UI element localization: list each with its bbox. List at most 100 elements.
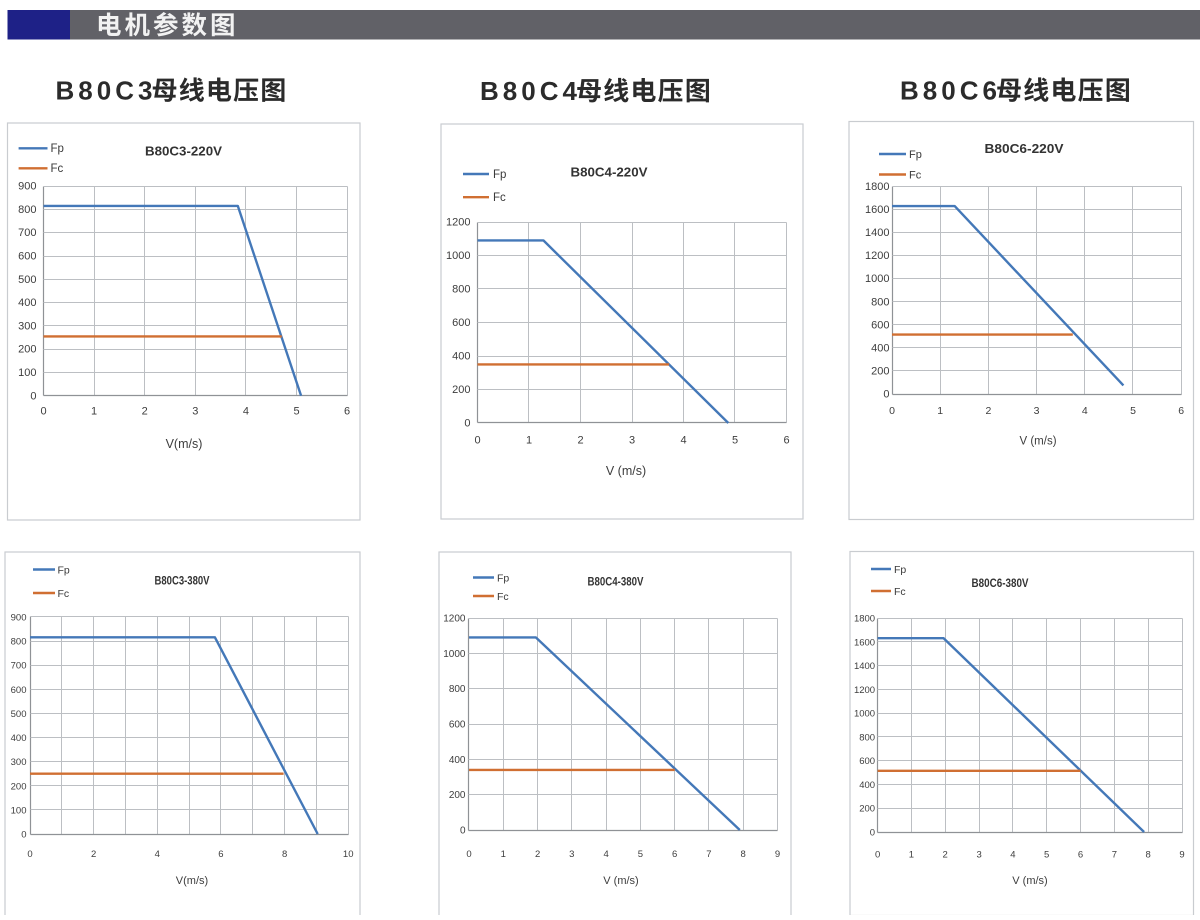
svg-text:V(m/s): V(m/s) [166, 437, 203, 451]
svg-text:1600: 1600 [865, 204, 889, 216]
svg-text:1000: 1000 [865, 273, 889, 285]
svg-text:V (m/s): V (m/s) [1019, 436, 1056, 448]
svg-text:600: 600 [11, 685, 27, 696]
svg-text:400: 400 [871, 342, 889, 354]
svg-text:5: 5 [732, 435, 738, 447]
svg-text:900: 900 [11, 613, 27, 624]
svg-text:900: 900 [18, 181, 36, 193]
svg-text:9: 9 [1179, 850, 1184, 861]
svg-text:600: 600 [871, 319, 889, 331]
svg-text:2: 2 [985, 405, 991, 417]
svg-text:600: 600 [859, 756, 875, 767]
svg-text:0: 0 [464, 418, 470, 430]
svg-text:8: 8 [1146, 850, 1151, 861]
svg-text:0: 0 [870, 828, 875, 839]
svg-text:1400: 1400 [865, 227, 889, 239]
svg-text:V (m/s): V (m/s) [606, 464, 646, 478]
svg-text:6: 6 [344, 406, 350, 418]
svg-text:2: 2 [142, 406, 148, 418]
svg-text:1200: 1200 [443, 614, 466, 625]
svg-text:0: 0 [883, 389, 889, 401]
svg-text:0: 0 [875, 850, 880, 861]
svg-text:800: 800 [452, 284, 470, 296]
svg-text:Fc: Fc [51, 163, 64, 175]
svg-text:200: 200 [449, 790, 466, 801]
svg-text:4: 4 [1010, 850, 1015, 861]
svg-text:3: 3 [569, 849, 574, 860]
svg-text:B80C4-220V: B80C4-220V [571, 165, 648, 180]
svg-text:1: 1 [937, 405, 943, 417]
svg-text:4: 4 [603, 849, 608, 860]
svg-text:1: 1 [909, 850, 914, 861]
svg-text:3: 3 [1034, 405, 1040, 417]
svg-text:600: 600 [452, 317, 470, 329]
svg-text:200: 200 [11, 781, 27, 792]
svg-text:400: 400 [859, 780, 875, 791]
svg-text:3: 3 [192, 406, 198, 418]
svg-text:1800: 1800 [854, 614, 875, 625]
svg-text:B80C3: B80C3 [56, 76, 157, 106]
svg-text:10: 10 [343, 849, 354, 860]
svg-text:500: 500 [11, 709, 27, 720]
svg-text:800: 800 [859, 732, 875, 743]
svg-text:7: 7 [706, 849, 711, 860]
svg-text:500: 500 [18, 274, 36, 286]
svg-text:3: 3 [976, 850, 981, 861]
svg-text:0: 0 [21, 830, 26, 841]
svg-text:B80C6-380V: B80C6-380V [972, 576, 1029, 590]
svg-text:0: 0 [889, 405, 895, 417]
svg-text:4: 4 [155, 849, 160, 860]
svg-text:1200: 1200 [865, 250, 889, 262]
svg-text:Fp: Fp [909, 149, 922, 161]
svg-text:V (m/s): V (m/s) [603, 875, 638, 887]
svg-text:Fp: Fp [51, 143, 64, 155]
svg-text:1: 1 [501, 849, 506, 860]
svg-text:1400: 1400 [854, 661, 875, 672]
svg-text:Fc: Fc [497, 591, 509, 603]
svg-text:Fc: Fc [58, 588, 70, 600]
svg-text:1: 1 [91, 406, 97, 418]
svg-text:800: 800 [11, 637, 27, 648]
svg-text:4: 4 [243, 406, 249, 418]
svg-text:1800: 1800 [865, 181, 889, 193]
svg-text:1000: 1000 [446, 250, 470, 262]
svg-text:7: 7 [1112, 850, 1117, 861]
svg-text:400: 400 [449, 755, 466, 766]
svg-text:2: 2 [535, 849, 540, 860]
svg-text:V(m/s): V(m/s) [176, 875, 208, 887]
svg-text:9: 9 [775, 849, 780, 860]
svg-text:4: 4 [1082, 405, 1088, 417]
svg-text:5: 5 [293, 406, 299, 418]
svg-text:0: 0 [40, 406, 46, 418]
svg-text:V (m/s): V (m/s) [1012, 875, 1047, 887]
svg-text:1600: 1600 [854, 637, 875, 648]
svg-text:2: 2 [577, 435, 583, 447]
svg-text:400: 400 [18, 297, 36, 309]
svg-text:200: 200 [452, 384, 470, 396]
svg-text:1: 1 [526, 435, 532, 447]
svg-text:8: 8 [741, 849, 746, 860]
svg-text:6: 6 [783, 435, 789, 447]
svg-text:1000: 1000 [854, 709, 875, 720]
svg-text:6: 6 [1178, 405, 1184, 417]
svg-text:3: 3 [629, 435, 635, 447]
svg-text:B80C6-220V: B80C6-220V [985, 141, 1064, 156]
svg-text:300: 300 [18, 320, 36, 332]
svg-text:700: 700 [11, 661, 27, 672]
svg-text:Fc: Fc [909, 169, 922, 181]
svg-text:800: 800 [449, 684, 466, 695]
svg-text:B80C3-380V: B80C3-380V [155, 574, 210, 588]
svg-text:6: 6 [672, 849, 677, 860]
svg-text:5: 5 [1044, 850, 1049, 861]
svg-text:2: 2 [91, 849, 96, 860]
svg-text:6: 6 [1078, 850, 1083, 861]
svg-text:0: 0 [30, 390, 36, 402]
svg-text:400: 400 [11, 733, 27, 744]
svg-text:4: 4 [680, 435, 686, 447]
svg-text:Fp: Fp [493, 169, 506, 181]
svg-text:B80C6: B80C6 [900, 76, 1001, 106]
svg-text:800: 800 [871, 296, 889, 308]
svg-text:1000: 1000 [443, 649, 466, 660]
svg-text:Fp: Fp [497, 572, 509, 584]
svg-text:B80C3-220V: B80C3-220V [145, 144, 222, 159]
